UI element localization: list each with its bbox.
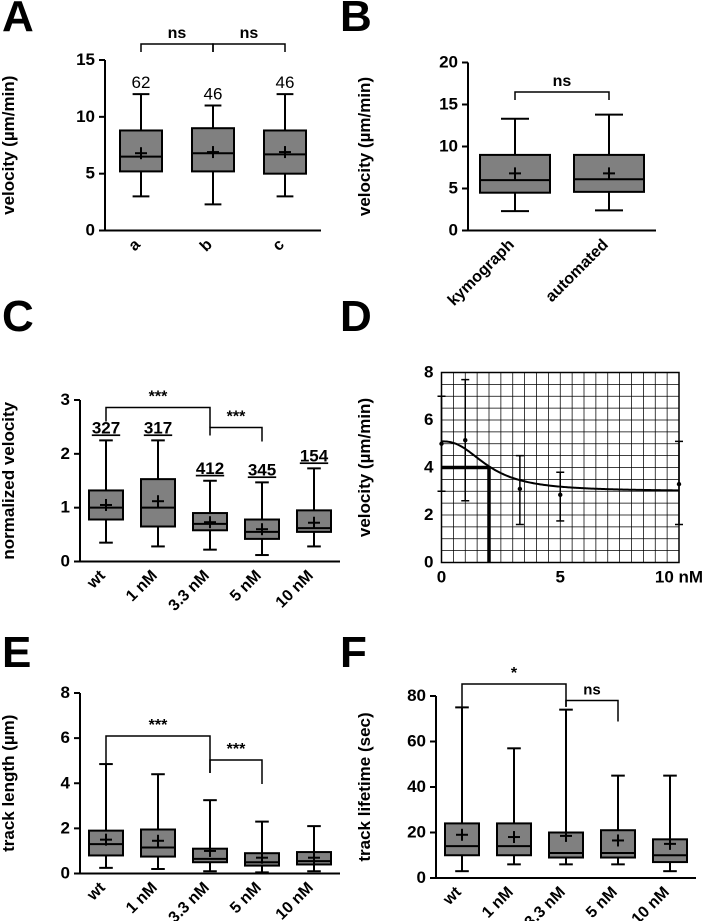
svg-text:10 nM: 10 nM [655, 568, 703, 587]
svg-text:40: 40 [407, 777, 426, 796]
svg-text:5 nM: 5 nM [583, 884, 621, 921]
svg-text:0: 0 [449, 221, 458, 240]
svg-text:ns: ns [583, 682, 601, 699]
svg-text:automated: automated [543, 236, 612, 305]
svg-text:62: 62 [132, 73, 151, 92]
svg-text:0: 0 [61, 864, 70, 883]
svg-text:ns: ns [553, 73, 572, 90]
svg-text:track length (µm): track length (µm) [0, 715, 18, 852]
svg-text:317: 317 [144, 418, 172, 437]
svg-text:ns: ns [168, 25, 187, 42]
svg-text:0: 0 [437, 568, 446, 587]
svg-text:8: 8 [61, 683, 70, 702]
svg-text:20: 20 [407, 823, 426, 842]
svg-text:***: *** [227, 409, 246, 426]
svg-text:ns: ns [240, 25, 259, 42]
svg-text:E: E [2, 628, 31, 677]
svg-text:8: 8 [424, 363, 433, 382]
svg-text:46: 46 [276, 73, 295, 92]
svg-text:***: *** [149, 717, 168, 734]
svg-text:wt: wt [84, 567, 110, 593]
svg-text:C: C [2, 292, 34, 341]
svg-text:velocity (µm/min): velocity (µm/min) [355, 77, 374, 216]
svg-text:2: 2 [61, 818, 70, 837]
svg-text:154: 154 [300, 446, 329, 465]
svg-text:3.3 nM: 3.3 nM [166, 879, 213, 921]
svg-text:5: 5 [86, 164, 95, 183]
svg-text:0: 0 [86, 221, 95, 240]
svg-text:F: F [340, 628, 367, 677]
svg-text:4: 4 [424, 458, 434, 477]
svg-text:3.3 nM: 3.3 nM [522, 884, 569, 921]
svg-text:wt: wt [440, 883, 466, 909]
svg-text:1 nM: 1 nM [123, 879, 161, 917]
svg-text:5 nM: 5 nM [227, 879, 265, 917]
svg-text:*: * [511, 665, 518, 682]
svg-text:1 nM: 1 nM [123, 567, 161, 605]
svg-text:0: 0 [417, 868, 426, 887]
svg-text:80: 80 [407, 686, 426, 705]
svg-text:46: 46 [204, 84, 223, 103]
svg-text:c: c [270, 236, 288, 254]
svg-text:5 nM: 5 nM [227, 567, 265, 605]
svg-text:kymograph: kymograph [445, 236, 518, 309]
svg-text:4: 4 [61, 773, 71, 792]
svg-text:5: 5 [449, 179, 458, 198]
svg-text:B: B [340, 0, 372, 41]
svg-text:60: 60 [407, 732, 426, 751]
svg-text:10 nM: 10 nM [629, 884, 673, 921]
svg-text:6: 6 [61, 728, 70, 747]
svg-text:345: 345 [248, 460, 276, 479]
svg-text:track lifetime (sec): track lifetime (sec) [355, 712, 374, 861]
svg-text:5: 5 [556, 568, 565, 587]
svg-text:D: D [340, 292, 372, 341]
svg-text:15: 15 [439, 95, 458, 114]
svg-text:***: *** [149, 389, 168, 406]
svg-text:10: 10 [76, 107, 95, 126]
svg-text:A: A [2, 0, 34, 41]
svg-text:2: 2 [424, 505, 433, 524]
svg-text:velocity (µm/min): velocity (µm/min) [0, 76, 18, 215]
svg-text:3: 3 [61, 390, 70, 409]
svg-text:***: *** [227, 741, 246, 758]
svg-text:wt: wt [84, 879, 110, 905]
svg-text:10 nM: 10 nM [273, 567, 317, 611]
svg-text:20: 20 [439, 53, 458, 72]
svg-text:velocity (µm/min): velocity (µm/min) [355, 398, 374, 537]
svg-text:0: 0 [61, 552, 70, 571]
svg-text:0: 0 [424, 553, 433, 572]
svg-text:1 nM: 1 nM [479, 884, 517, 921]
svg-text:15: 15 [76, 50, 95, 69]
svg-text:b: b [197, 236, 216, 255]
svg-text:a: a [126, 236, 144, 254]
svg-text:10: 10 [439, 137, 458, 156]
svg-text:3.3 nM: 3.3 nM [166, 567, 213, 614]
svg-text:1: 1 [61, 498, 70, 517]
svg-text:412: 412 [196, 459, 224, 478]
svg-text:2: 2 [61, 444, 70, 463]
svg-text:6: 6 [424, 410, 433, 429]
svg-text:10 nM: 10 nM [273, 879, 317, 921]
svg-text:normalized velocity: normalized velocity [0, 401, 18, 559]
